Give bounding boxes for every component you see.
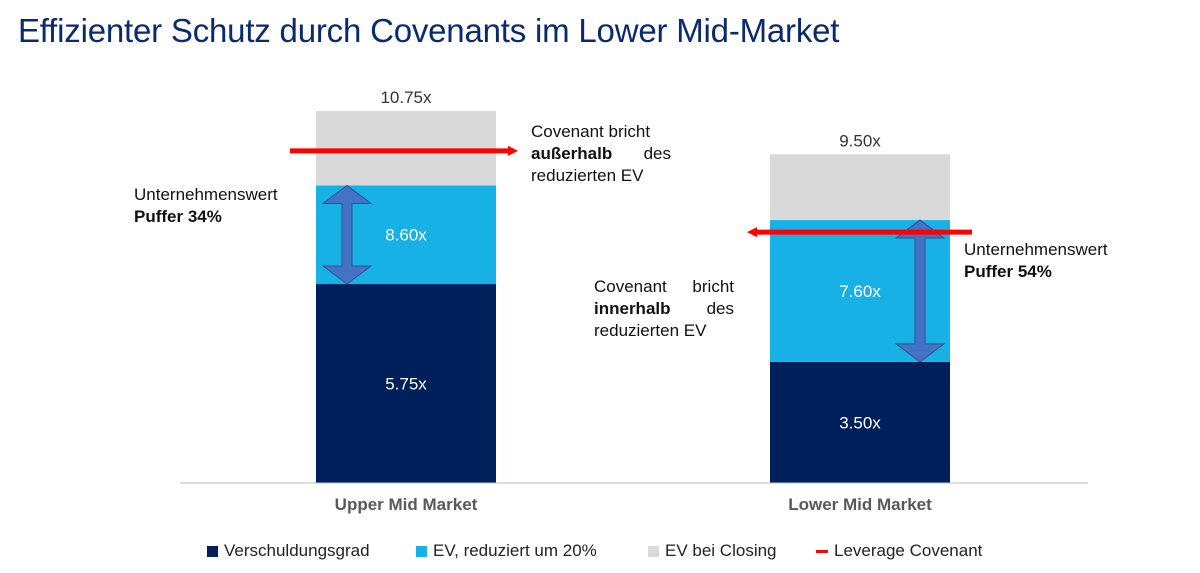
left-cov-bold: außerhalb — [531, 144, 613, 163]
left-buffer-annotation: Unternehmenswert Puffer 34% — [134, 184, 278, 228]
legend-label-debt: Verschuldungsgrad — [224, 541, 370, 560]
legend-swatch-ev-closing — [648, 545, 659, 557]
left-cov-rest: des — [643, 144, 671, 163]
bar-ev-closing-1 — [316, 111, 496, 186]
legend-item-debt: Verschuldungsgrad — [207, 541, 370, 561]
buffer-double-arrow-lower — [894, 219, 946, 363]
right-covenant-annotation: Covenant bricht innerhalb des reduzierte… — [594, 276, 734, 342]
buffer-double-arrow-upper — [321, 184, 373, 285]
category-label-1: Upper Mid Market — [335, 495, 478, 514]
right-buffer-annotation: Unternehmenswert Puffer 54% — [964, 239, 1108, 283]
legend-item-ev-reduced: EV, reduziert um 20% — [416, 541, 597, 561]
data-label-ev-closing-1: 10.75x — [380, 88, 432, 107]
legend-item-ev-closing: EV bei Closing — [648, 541, 777, 561]
bar-debt-2 — [770, 361, 950, 483]
right-cov-bold: innerhalb — [594, 299, 671, 318]
right-buffer-line1: Unternehmenswert — [964, 240, 1108, 259]
right-cov-line1a: Covenant — [594, 277, 667, 296]
left-buffer-line1: Unternehmenswert — [134, 185, 278, 204]
bar-ev-closing-2 — [770, 154, 950, 221]
data-label-ev-closing-2: 9.50x — [839, 131, 881, 150]
legend-swatch-covenant — [816, 549, 828, 553]
legend-item-covenant: Leverage Covenant — [816, 541, 982, 561]
bar-debt-1 — [316, 284, 496, 483]
right-buffer-line2: Puffer 54% — [964, 262, 1052, 281]
category-label-2: Lower Mid Market — [788, 495, 932, 514]
data-label-ev-reduced-2: 7.60x — [839, 282, 881, 301]
data-label-debt-2: 3.50x — [839, 413, 881, 432]
data-label-debt-1: 5.75x — [385, 375, 427, 394]
legend-label-covenant: Leverage Covenant — [834, 541, 983, 560]
left-cov-line1: Covenant bricht — [531, 122, 651, 141]
page-title: Effizienter Schutz durch Covenants im Lo… — [18, 12, 840, 49]
legend-swatch-ev-reduced — [416, 545, 427, 557]
right-cov-line1b: bricht — [692, 277, 734, 296]
legend-swatch-debt — [207, 545, 218, 557]
left-cov-line3: reduzierten EV — [531, 166, 644, 185]
legend-label-ev-reduced: EV, reduziert um 20% — [433, 541, 597, 560]
left-covenant-annotation: Covenant bricht außerhalb des reduzierte… — [531, 121, 671, 187]
right-cov-rest: des — [706, 299, 734, 318]
legend-label-ev-closing: EV bei Closing — [665, 541, 777, 560]
left-buffer-line2: Puffer 34% — [134, 207, 222, 226]
data-label-ev-reduced-1: 8.60x — [385, 226, 427, 245]
right-cov-line3: reduzierten EV — [594, 321, 707, 340]
